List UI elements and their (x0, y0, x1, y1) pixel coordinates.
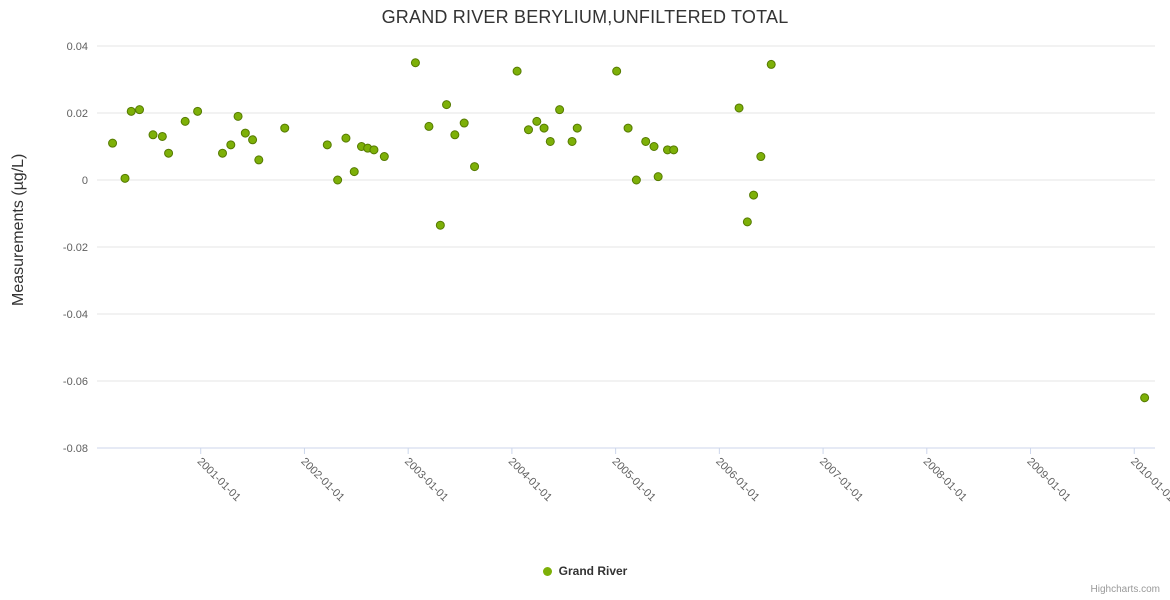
data-point[interactable] (254, 155, 264, 165)
data-point[interactable] (450, 130, 460, 140)
data-point[interactable] (280, 123, 290, 133)
data-point[interactable] (442, 100, 452, 110)
data-point[interactable] (742, 217, 752, 227)
y-tick-label: 0.04 (67, 41, 88, 53)
data-point[interactable] (749, 190, 759, 200)
data-point[interactable] (218, 148, 228, 158)
x-tick-label: 2001-01-01 (195, 456, 243, 504)
x-tick-label: 2010-01-01 (1128, 456, 1170, 504)
data-point[interactable] (148, 130, 158, 140)
y-tick-label: 0.02 (67, 108, 88, 120)
data-point[interactable] (108, 138, 118, 148)
data-point[interactable] (379, 152, 389, 162)
data-point[interactable] (572, 123, 582, 133)
chart-title: GRAND RIVER BERYLIUM,UNFILTERED TOTAL (381, 7, 789, 27)
data-point[interactable] (333, 175, 343, 185)
x-tick-label: 2008-01-01 (921, 456, 969, 504)
y-tick-label: -0.04 (63, 309, 88, 321)
data-point[interactable] (233, 111, 243, 121)
data-point[interactable] (766, 59, 776, 69)
data-point[interactable] (532, 116, 542, 126)
data-point[interactable] (322, 140, 332, 150)
x-tick-label: 2003-01-01 (402, 456, 450, 504)
credits-link[interactable]: Highcharts.com (1090, 584, 1160, 595)
data-point[interactable] (226, 140, 236, 150)
data-point[interactable] (545, 136, 555, 146)
data-point[interactable] (424, 121, 434, 131)
data-point[interactable] (248, 135, 258, 145)
data-point[interactable] (555, 105, 565, 115)
data-point[interactable] (240, 128, 250, 138)
data-point[interactable] (756, 152, 766, 162)
data-point[interactable] (512, 66, 522, 76)
y-tick-label: 0 (82, 175, 88, 187)
data-point[interactable] (631, 175, 641, 185)
data-point[interactable] (653, 172, 663, 182)
data-point[interactable] (164, 148, 174, 158)
data-point[interactable] (649, 142, 659, 151)
data-point[interactable] (623, 123, 633, 133)
data-point[interactable] (435, 220, 445, 230)
legend-label: Grand River (558, 564, 628, 578)
data-point[interactable] (349, 167, 359, 177)
x-tick-label: 2007-01-01 (817, 456, 865, 504)
data-point[interactable] (641, 136, 651, 146)
legend-marker-icon (542, 566, 552, 576)
data-point[interactable] (157, 131, 167, 141)
data-point[interactable] (459, 118, 469, 128)
x-tick-label: 2005-01-01 (610, 456, 658, 504)
x-tick-label: 2002-01-01 (298, 456, 346, 504)
x-tick-label: 2006-01-01 (713, 456, 761, 504)
data-point[interactable] (612, 66, 622, 76)
data-point[interactable] (193, 106, 203, 116)
data-point[interactable] (126, 106, 136, 116)
y-tick-label: -0.02 (63, 242, 88, 254)
x-tick-label: 2009-01-01 (1024, 456, 1072, 504)
data-point[interactable] (120, 173, 130, 183)
data-point[interactable] (1140, 393, 1150, 403)
data-point[interactable] (669, 145, 679, 155)
data-point[interactable] (135, 105, 145, 115)
y-tick-label: -0.08 (63, 443, 88, 455)
data-point[interactable] (539, 123, 549, 133)
data-point[interactable] (734, 103, 744, 113)
data-point[interactable] (410, 58, 420, 68)
data-point[interactable] (369, 145, 379, 155)
data-point[interactable] (523, 125, 533, 135)
data-point[interactable] (341, 133, 351, 143)
y-tick-label: -0.06 (63, 376, 88, 388)
data-point[interactable] (567, 136, 577, 146)
data-point[interactable] (180, 116, 190, 126)
legend-item-grand-river[interactable]: Grand River (0, 564, 1170, 578)
x-tick-label: 2004-01-01 (506, 456, 554, 504)
data-point[interactable] (470, 162, 480, 172)
